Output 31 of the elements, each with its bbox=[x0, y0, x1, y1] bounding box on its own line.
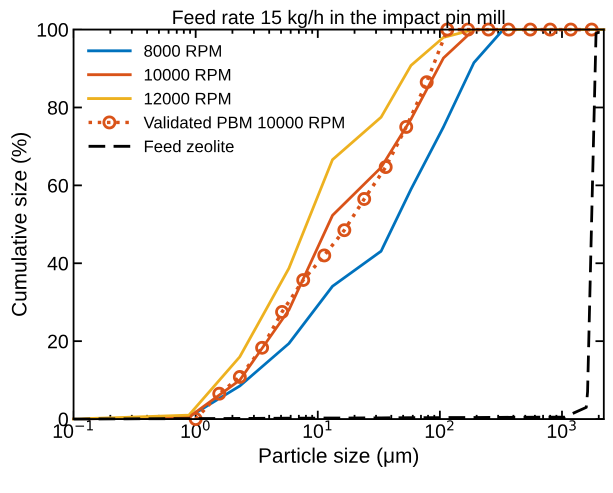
point bbox=[255, 340, 270, 355]
point bbox=[543, 22, 558, 37]
y-tick-label: 80 bbox=[48, 100, 68, 115]
legend-label: 8000 RPM bbox=[144, 45, 221, 57]
point bbox=[296, 273, 310, 287]
y-tick-label: 40 bbox=[48, 256, 68, 270]
point bbox=[212, 386, 226, 401]
y-tick-label: 60 bbox=[48, 178, 68, 193]
y-tick-label: 100 bbox=[38, 23, 68, 37]
legend-label: Feed zeolite bbox=[144, 140, 234, 152]
legend-label: Validated PBM 10000 RPM bbox=[144, 116, 344, 128]
x-axis-title: Particle size (μm) bbox=[260, 448, 418, 468]
legend-label: 10000 RPM bbox=[144, 68, 230, 81]
point bbox=[357, 192, 372, 206]
y-tick-label: 20 bbox=[48, 334, 68, 348]
point bbox=[564, 22, 578, 37]
point bbox=[337, 223, 352, 238]
x-tick-label: 10$^{3}$ bbox=[548, 420, 576, 438]
point bbox=[232, 370, 247, 384]
point bbox=[420, 75, 434, 90]
legend-label: 12000 RPM bbox=[144, 92, 230, 105]
chart-title: Feed rate 15 kg/h in the impact pin mill bbox=[173, 10, 504, 28]
x-tick-label: 10$^{1}$ bbox=[304, 420, 332, 438]
x-tick-label: 10$^{2}$ bbox=[426, 420, 454, 438]
point bbox=[399, 120, 414, 134]
y-axis-title: Cumulative size (%) bbox=[11, 132, 31, 316]
point bbox=[523, 22, 538, 37]
point bbox=[317, 248, 332, 262]
point bbox=[502, 22, 516, 37]
point bbox=[378, 160, 393, 174]
point bbox=[275, 305, 290, 319]
